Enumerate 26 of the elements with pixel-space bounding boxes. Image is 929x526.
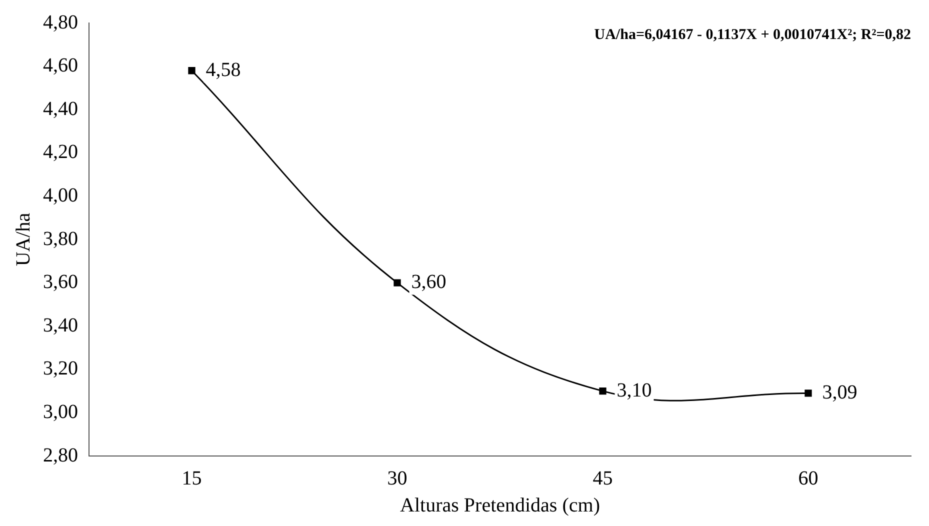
x-tick-label: 45 (592, 467, 613, 490)
point (804, 390, 812, 397)
y-tick-label: 2,80 (43, 444, 78, 466)
y-tick-label: 4,40 (43, 98, 78, 120)
data-label: 3,10 (616, 379, 652, 402)
y-tick-label: 3,20 (43, 358, 78, 380)
x-axis-title: Alturas Pretendidas (cm) (400, 494, 600, 516)
x-tick-label: 15 (182, 467, 202, 490)
y-tick-label: 3,40 (43, 314, 78, 336)
point (394, 279, 401, 286)
data-label: 4,58 (206, 58, 241, 81)
y-tick-label: 4,20 (43, 141, 78, 164)
y-tick-label: 3,80 (43, 228, 78, 250)
data-label: 3,60 (411, 271, 446, 294)
annotation: UA/ha=6,04167 - 0,1137X + 0,0010741X²; R²=0,82 (594, 26, 911, 43)
x-tick-label: 30 (387, 467, 408, 490)
y-tick-label: 4,60 (43, 54, 78, 77)
y-tick-label: 3,00 (43, 400, 78, 423)
y-tick-label: 4,00 (43, 184, 78, 206)
point (188, 67, 196, 74)
y-tick-label: 4,80 (43, 11, 78, 34)
y-tick-label: 3,60 (43, 271, 78, 294)
y-axis-title: UA/ha (12, 212, 34, 266)
point (599, 387, 606, 395)
data-label: 3,09 (822, 381, 858, 404)
x-tick-label: 60 (798, 467, 818, 490)
